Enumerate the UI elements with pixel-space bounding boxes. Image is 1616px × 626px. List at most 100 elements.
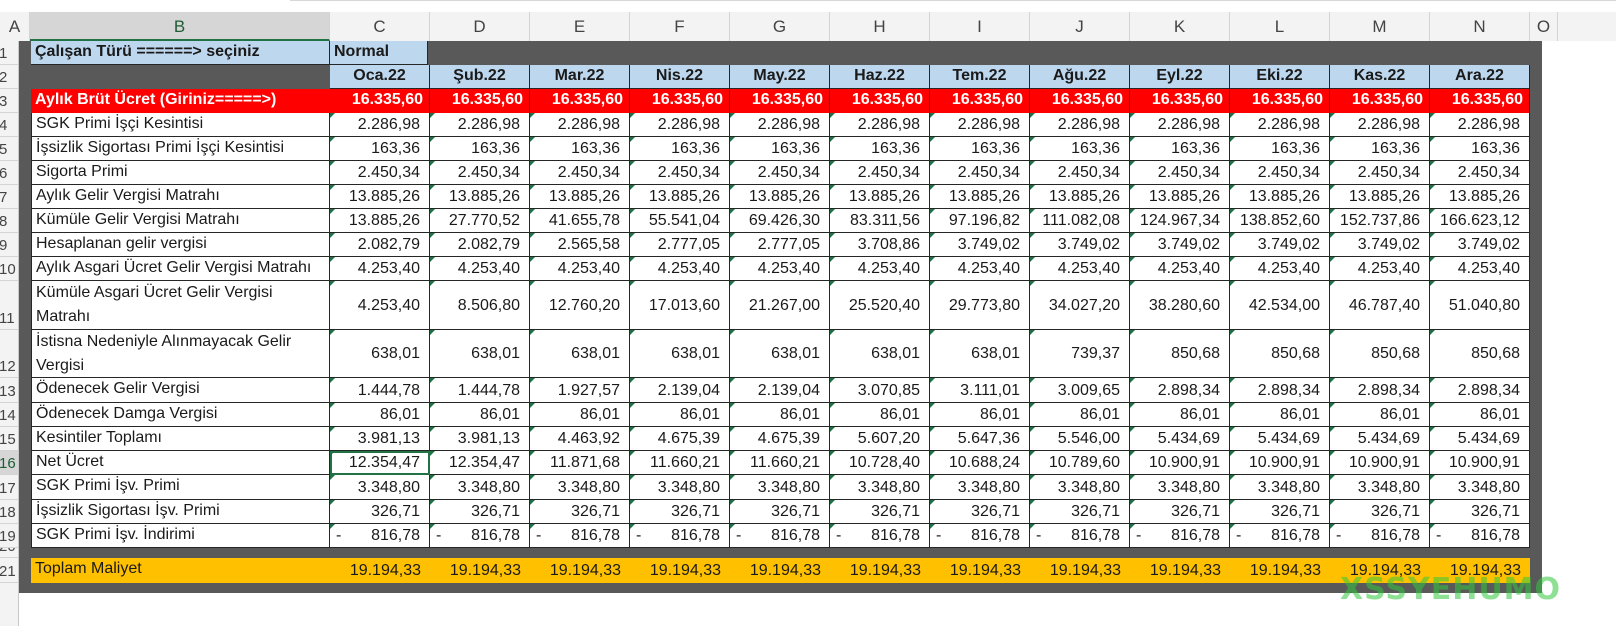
column-header-l[interactable]: L: [1230, 12, 1330, 41]
value-cell[interactable]: 5.546,00: [1030, 427, 1130, 451]
value-cell[interactable]: 2.450,34: [530, 161, 630, 185]
value-cell[interactable]: 8.506,80: [430, 281, 530, 330]
value-cell[interactable]: 850,68: [1230, 330, 1330, 378]
gross-wage-input[interactable]: 16.335,60: [1230, 89, 1330, 113]
value-cell[interactable]: 21.267,00: [730, 281, 830, 330]
value-cell[interactable]: 638,01: [430, 330, 530, 378]
value-cell[interactable]: 1.927,57: [530, 378, 630, 403]
value-cell[interactable]: 25.520,40: [830, 281, 930, 330]
value-cell[interactable]: 17.013,60: [630, 281, 730, 330]
value-cell[interactable]: 1.444,78: [330, 378, 430, 403]
gross-wage-input[interactable]: 16.335,60: [930, 89, 1030, 113]
value-cell[interactable]: 2.286,98: [1430, 113, 1530, 137]
value-cell[interactable]: 2.139,04: [630, 378, 730, 403]
column-header-i[interactable]: I: [930, 12, 1030, 41]
value-cell[interactable]: 12.760,20: [530, 281, 630, 330]
value-cell[interactable]: 326,71: [1130, 500, 1230, 524]
value-cell[interactable]: 55.541,04: [630, 209, 730, 233]
value-cell[interactable]: 10.900,91: [1330, 451, 1430, 475]
value-cell[interactable]: 51.040,80: [1430, 281, 1530, 330]
value-cell[interactable]: 850,68: [1430, 330, 1530, 378]
value-cell[interactable]: 3.749,02: [1430, 233, 1530, 257]
column-header-e[interactable]: E: [530, 12, 630, 41]
value-cell[interactable]: 638,01: [730, 330, 830, 378]
value-cell[interactable]: 13.885,26: [830, 185, 930, 209]
value-cell[interactable]: 5.434,69: [1230, 427, 1330, 451]
total-cost-value[interactable]: 19.194,33: [630, 558, 730, 583]
column-header-b[interactable]: B: [30, 12, 330, 41]
value-cell[interactable]: 163,36: [1130, 137, 1230, 161]
row-header-2[interactable]: 2: [0, 65, 18, 89]
value-cell[interactable]: 3.348,80: [1030, 475, 1130, 500]
value-cell[interactable]: 2.450,34: [630, 161, 730, 185]
value-cell[interactable]: 69.426,30: [730, 209, 830, 233]
value-cell[interactable]: 326,71: [1430, 500, 1530, 524]
value-cell[interactable]: 4.253,40: [1230, 257, 1330, 281]
value-cell[interactable]: 4.253,40: [1030, 257, 1130, 281]
value-cell[interactable]: 638,01: [830, 330, 930, 378]
value-cell[interactable]: 850,68: [1330, 330, 1430, 378]
gross-wage-input[interactable]: 16.335,60: [1330, 89, 1430, 113]
value-cell[interactable]: 163,36: [1230, 137, 1330, 161]
value-cell[interactable]: 86,01: [630, 403, 730, 427]
value-cell[interactable]: 5.607,20: [830, 427, 930, 451]
value-cell[interactable]: 3.749,02: [1330, 233, 1430, 257]
value-cell[interactable]: 42.534,00: [1230, 281, 1330, 330]
value-cell[interactable]: 2.286,98: [530, 113, 630, 137]
value-cell[interactable]: 5.434,69: [1330, 427, 1430, 451]
value-cell[interactable]: 2.450,34: [1430, 161, 1530, 185]
column-header-a[interactable]: A: [0, 12, 30, 41]
value-cell[interactable]: 2.286,98: [430, 113, 530, 137]
value-cell[interactable]: 163,36: [1030, 137, 1130, 161]
month-header[interactable]: May.22: [730, 65, 830, 89]
value-cell[interactable]: 4.253,40: [330, 257, 430, 281]
value-cell[interactable]: 4.253,40: [530, 257, 630, 281]
value-cell[interactable]: 4.253,40: [930, 257, 1030, 281]
column-header-k[interactable]: K: [1130, 12, 1230, 41]
value-cell[interactable]: 326,71: [530, 500, 630, 524]
value-cell[interactable]: 326,71: [830, 500, 930, 524]
row-header-18[interactable]: 18: [0, 500, 18, 524]
value-cell[interactable]: 163,36: [730, 137, 830, 161]
value-cell[interactable]: 3.348,80: [930, 475, 1030, 500]
value-cell[interactable]: 326,71: [330, 500, 430, 524]
value-cell[interactable]: 86,01: [530, 403, 630, 427]
row-header-16[interactable]: 16: [0, 451, 18, 475]
value-cell[interactable]: 2.450,34: [930, 161, 1030, 185]
value-cell[interactable]: - 816,78: [730, 524, 830, 548]
value-cell[interactable]: 326,71: [430, 500, 530, 524]
column-header-f[interactable]: F: [630, 12, 730, 41]
value-cell[interactable]: 163,36: [830, 137, 930, 161]
value-cell[interactable]: 638,01: [330, 330, 430, 378]
value-cell[interactable]: 2.139,04: [730, 378, 830, 403]
employee-type-select[interactable]: Normal: [330, 41, 428, 65]
value-cell[interactable]: 3.708,86: [830, 233, 930, 257]
value-cell[interactable]: 111.082,08: [1030, 209, 1130, 233]
value-cell[interactable]: 11.660,21: [730, 451, 830, 475]
gross-wage-input[interactable]: 16.335,60: [530, 89, 630, 113]
value-cell[interactable]: 3.348,80: [630, 475, 730, 500]
value-cell[interactable]: 4.675,39: [730, 427, 830, 451]
row-header-8[interactable]: 8: [0, 209, 18, 233]
value-cell[interactable]: 739,37: [1030, 330, 1130, 378]
row-header-21[interactable]: 21: [0, 558, 18, 583]
value-cell[interactable]: 13.885,26: [430, 185, 530, 209]
value-cell[interactable]: 2.565,58: [530, 233, 630, 257]
column-header-c[interactable]: C: [330, 12, 430, 41]
total-cost-value[interactable]: 19.194,33: [1130, 558, 1230, 583]
value-cell[interactable]: 326,71: [1330, 500, 1430, 524]
value-cell[interactable]: 5.647,36: [930, 427, 1030, 451]
gross-wage-input[interactable]: 16.335,60: [1430, 89, 1530, 113]
row-header-11[interactable]: 11: [0, 281, 18, 330]
value-cell[interactable]: 86,01: [830, 403, 930, 427]
value-cell[interactable]: 13.885,26: [330, 209, 430, 233]
value-cell[interactable]: - 816,78: [430, 524, 530, 548]
value-cell[interactable]: 3.348,80: [830, 475, 930, 500]
row-header-5[interactable]: 5: [0, 137, 18, 161]
value-cell[interactable]: 3.111,01: [930, 378, 1030, 403]
month-header[interactable]: Şub.22: [430, 65, 530, 89]
value-cell[interactable]: 2.450,34: [1330, 161, 1430, 185]
value-cell[interactable]: 13.885,26: [1430, 185, 1530, 209]
value-cell[interactable]: 3.749,02: [1030, 233, 1130, 257]
value-cell[interactable]: 4.253,40: [830, 257, 930, 281]
